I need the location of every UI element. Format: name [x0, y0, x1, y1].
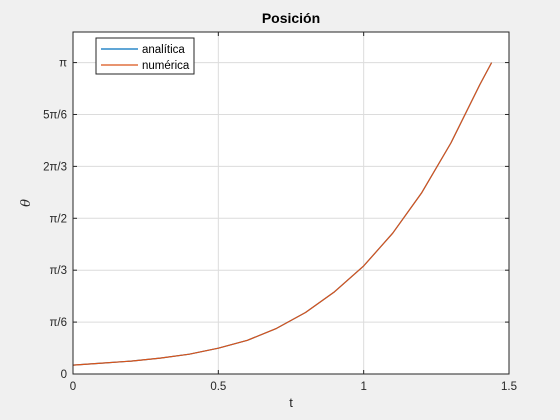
legend-box: [95, 37, 195, 75]
chart-title: Posición: [262, 10, 320, 26]
y-tick-label: π: [59, 58, 67, 70]
axes-box: [72, 31, 510, 375]
ticks: 0 0.5 1 1.5 0 π/6 π/3 π/2 2π/3 5π/6 π: [43, 32, 517, 393]
x-tick-label: 0: [70, 381, 76, 393]
series-line-1: [72, 62, 493, 366]
x-tick-label: 1.5: [501, 381, 517, 393]
legend: analítica numérica: [95, 37, 195, 75]
y-tick-label: π/2: [49, 213, 67, 225]
y-tick-label: 5π/6: [43, 109, 67, 121]
axes: 0 0.5 1 1.5 0 π/6 π/3 π/2 2π/3 5π/6 π: [43, 31, 517, 393]
series-layer: [72, 62, 493, 366]
legend-entry-1: numérica: [142, 60, 190, 72]
x-tick-label: 1: [360, 381, 366, 393]
y-tick-label: 2π/3: [43, 161, 67, 173]
y-tick-label: π/3: [49, 265, 67, 277]
plot-area: [73, 32, 509, 374]
y-tick-label: π/6: [49, 317, 67, 329]
x-tick-label: 0.5: [210, 381, 226, 393]
y-axis-label: θ: [19, 199, 34, 207]
x-axis-label: t: [289, 395, 293, 410]
legend-entry-0: analítica: [142, 44, 185, 56]
grid: [72, 32, 510, 375]
y-tick-label: 0: [61, 369, 67, 381]
